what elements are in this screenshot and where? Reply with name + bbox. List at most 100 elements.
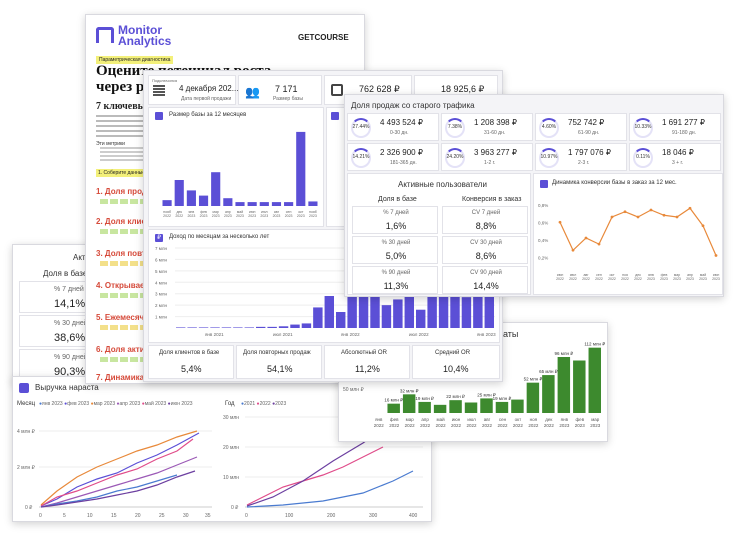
doc-item-3: 4. Открываемо — [96, 281, 156, 290]
green-bar — [449, 400, 462, 413]
conv-x-label: авг — [583, 273, 589, 277]
money-icon — [331, 84, 343, 96]
svg-text:300: 300 — [369, 513, 378, 519]
green-bar-label: 96 млн ₽ — [555, 351, 575, 356]
old-traffic-card: Доля продаж со старого трафика 27.44% 4 4… — [344, 94, 724, 297]
active-metric: % 7 дней 1,6% — [352, 206, 438, 234]
base-tick-label: май — [237, 210, 243, 214]
income-bar — [461, 297, 472, 328]
progress-ring — [351, 148, 371, 168]
green-bar — [402, 394, 416, 413]
base-tick-label: июл — [261, 210, 268, 214]
traffic-pct: 27.44% — [352, 124, 370, 130]
doc-text-lines — [96, 115, 144, 137]
svg-text:400: 400 — [409, 513, 418, 519]
progress-ring — [445, 148, 465, 168]
year-line-2021 — [246, 470, 414, 508]
green-year-label: 2023 — [590, 423, 601, 428]
traffic-range: 91-180 дн. — [672, 130, 697, 136]
traffic-amount: 1 208 398 ₽ — [474, 118, 517, 127]
conv-point — [714, 254, 718, 257]
green-bar — [418, 401, 431, 413]
traffic-range: 181-365 дн. — [390, 160, 417, 166]
conv-x-label: янв — [648, 273, 654, 277]
base-bar — [223, 198, 233, 206]
base-tick-label: фев — [200, 210, 207, 214]
income-bar — [324, 296, 334, 328]
income-bar — [233, 327, 243, 328]
green-bar — [588, 347, 601, 413]
conv-x-label: 2022 — [569, 277, 577, 281]
base-tick-label: авг — [274, 210, 280, 214]
green-bar-label: 16 млн ₽ — [384, 398, 404, 403]
traffic-cell: 10.97% 1 797 076 ₽ 2-3 г. — [535, 143, 627, 171]
green-bar-label: 25 млн ₽ — [477, 392, 497, 397]
base-size-chart: нояб2022дек2022янв2023фев2023мар2023апр2… — [162, 131, 318, 218]
active-metric: % 30 дней 5,0% — [352, 236, 438, 264]
conv-x-label: 2022 — [634, 277, 642, 281]
green-bar — [387, 403, 400, 413]
income-bar — [313, 307, 323, 328]
year-legend: ●2021 ●2022 ●2023 — [241, 401, 287, 407]
left-card-title: Акт — [73, 253, 86, 262]
base-bar — [271, 202, 282, 206]
metric-clients-share: Доля клиентов в базе 5,4% — [148, 345, 234, 379]
base-bar — [284, 202, 294, 206]
conv-point — [675, 215, 679, 219]
traffic-amount: 752 742 ₽ — [568, 118, 605, 127]
metric-value: 14,4% — [473, 281, 499, 291]
active-metric: CV 7 дней 8,8% — [442, 206, 528, 234]
traffic-cell: 7.38% 1 208 398 ₽ 31-60 дн. — [441, 113, 533, 141]
income-bar — [404, 286, 414, 328]
income-bar — [256, 326, 266, 328]
month-line-apr — [40, 456, 198, 508]
conv-x-label: 2023 — [699, 277, 707, 281]
progress-ring — [539, 118, 559, 138]
conv-point — [701, 224, 705, 228]
calendar-icon — [153, 85, 165, 97]
income-x-label: июл 2022 — [409, 332, 429, 337]
conv-point — [688, 206, 692, 210]
tag-row-0 — [100, 199, 144, 204]
progress-ring — [539, 148, 559, 168]
left-card-col: Доля в базе — [43, 269, 88, 278]
svg-text:15: 15 — [111, 513, 117, 519]
brand-name: Monitor Analytics — [118, 23, 172, 48]
traffic-amount: 3 963 277 ₽ — [474, 148, 517, 157]
month-legend: ●янв 2023 ●фев 2023 ●мар 2023 ●апр 2023 … — [39, 401, 193, 407]
metric-value: 8,6% — [475, 251, 497, 261]
conv-x-label: дек — [635, 273, 641, 277]
conversion-line-chart: 0,8%0,6%0,4%0,2%июн2022июл2022авг2022сен… — [538, 203, 720, 281]
metric-absolute-or: Абсолютный OR 11,2% — [324, 345, 410, 379]
progress-ring — [633, 148, 653, 168]
green-month-label: фев — [575, 417, 584, 422]
income-y-label: 4 млн — [155, 280, 167, 285]
metric-value: 8,8% — [475, 221, 497, 231]
green-bar — [480, 398, 493, 413]
green-month-label: дек — [545, 417, 552, 422]
green-year-label: 2022 — [451, 423, 462, 428]
chart-icon — [19, 383, 29, 393]
conversion-chart-panel: Динамика конверсии базы в заказ за 12 ме… — [533, 173, 723, 295]
conv-x-label: июн — [557, 273, 564, 277]
month-line-jan — [40, 430, 198, 506]
income-bar — [244, 327, 254, 328]
ruble-icon: ₽ — [155, 234, 163, 242]
green-bar — [495, 401, 509, 413]
conv-y-label: 0,2% — [538, 255, 548, 260]
metric-label: % 30 дней — [381, 240, 411, 246]
green-bar — [433, 404, 447, 413]
green-bar-label: 19 млн ₽ — [493, 396, 513, 401]
base-tick-label: окт — [298, 210, 304, 214]
conv-point — [623, 210, 627, 214]
green-month-label: июн — [452, 417, 461, 422]
chart-icon — [540, 180, 548, 188]
green-month-label: фев — [390, 417, 399, 422]
chart-icon — [331, 112, 339, 120]
metric-repeat-sales: Доля повторных продаж 54,1% — [236, 345, 322, 379]
traffic-pct: 14.21% — [352, 154, 370, 160]
svg-text:20: 20 — [135, 513, 141, 519]
income-bar — [438, 294, 449, 328]
green-year-label: 2023 — [559, 423, 570, 428]
green-month-label: мар — [591, 417, 600, 422]
